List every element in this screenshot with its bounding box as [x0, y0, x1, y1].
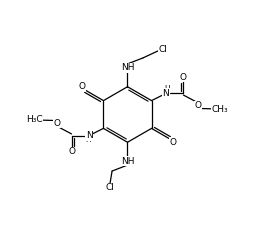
- Text: CH₃: CH₃: [211, 105, 227, 114]
- Text: O: O: [68, 147, 75, 156]
- Text: H: H: [164, 85, 169, 94]
- Text: N: N: [85, 131, 92, 140]
- Text: H₃C: H₃C: [26, 115, 42, 124]
- Text: O: O: [194, 101, 200, 110]
- Text: NH: NH: [120, 63, 134, 72]
- Text: Cl: Cl: [105, 183, 114, 192]
- Text: O: O: [54, 119, 60, 128]
- Text: O: O: [179, 73, 186, 82]
- Text: O: O: [169, 138, 176, 147]
- Text: Cl: Cl: [158, 45, 167, 54]
- Text: O: O: [78, 82, 85, 91]
- Text: H: H: [85, 135, 90, 144]
- Text: N: N: [162, 89, 169, 98]
- Text: NH: NH: [120, 157, 134, 166]
